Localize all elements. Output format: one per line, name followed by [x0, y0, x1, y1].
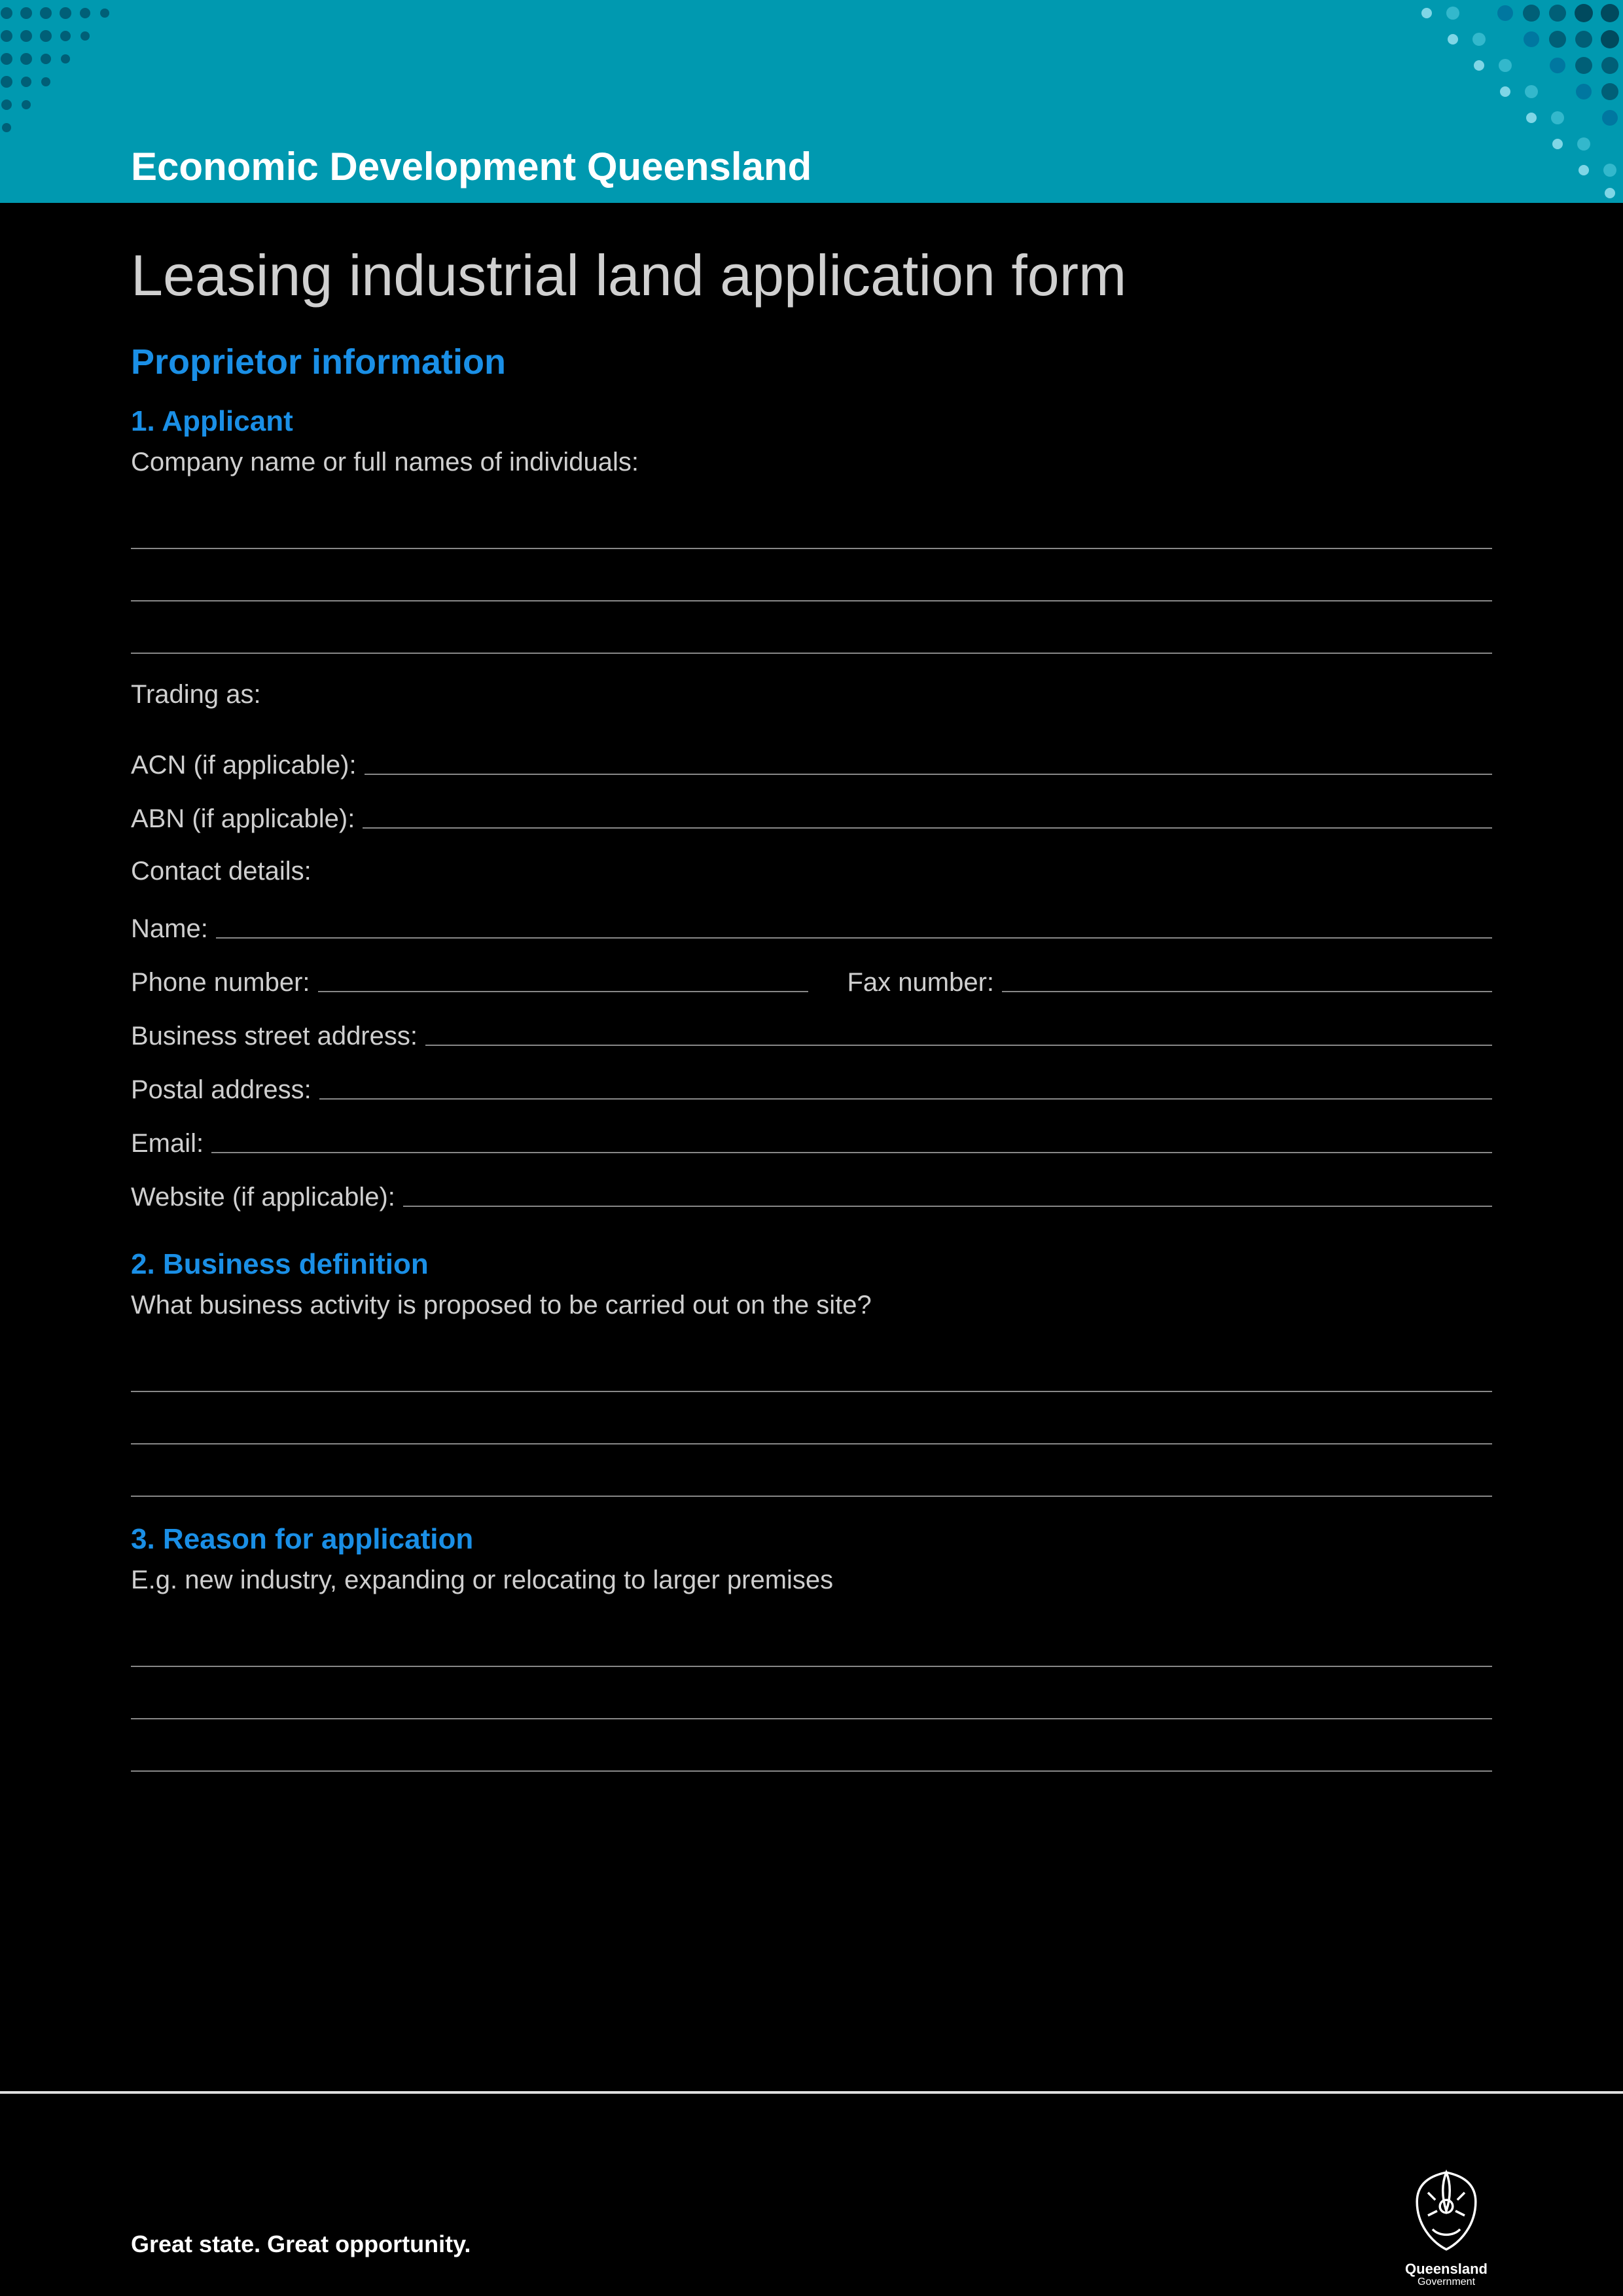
- phone-fax-field[interactable]: Phone number: Fax number:: [131, 946, 1492, 997]
- header-band: Economic Development Queensland: [0, 0, 1623, 203]
- street-label: Business street address:: [131, 1022, 425, 1051]
- corner-dots-left-icon: [0, 0, 144, 170]
- business-prompt: What business activity is proposed to be…: [131, 1291, 1492, 1320]
- reason-heading: 3. Reason for application: [131, 1523, 1492, 1556]
- department-name: Economic Development Queensland: [131, 144, 812, 189]
- section-heading: Proprietor information: [131, 342, 1492, 382]
- page-title: Leasing industrial land application form: [131, 242, 1492, 309]
- company-input-lines[interactable]: [131, 497, 1492, 654]
- company-prompt: Company name or full names of individual…: [131, 448, 1492, 477]
- footer-tagline: Great state. Great opportunity.: [131, 2231, 471, 2258]
- abn-label: ABN (if applicable):: [131, 804, 363, 834]
- reason-prompt: E.g. new industry, expanding or relocati…: [131, 1566, 1492, 1595]
- email-label: Email:: [131, 1129, 211, 1158]
- crest-line2: Government: [1387, 2276, 1505, 2288]
- phone-label: Phone number:: [131, 968, 318, 997]
- name-label: Name:: [131, 914, 216, 944]
- website-label: Website (if applicable):: [131, 1183, 403, 1212]
- footer-rule: [0, 2091, 1623, 2094]
- applicant-heading: 1. Applicant: [131, 405, 1492, 438]
- acn-field[interactable]: ACN (if applicable):: [131, 729, 1492, 780]
- postal-field[interactable]: Postal address:: [131, 1054, 1492, 1105]
- trading-as-label: Trading as:: [131, 680, 1492, 709]
- qld-crest-icon: Queensland Government: [1387, 2165, 1505, 2296]
- page-footer: Great state. Great opportunity. Queensla…: [0, 2152, 1623, 2296]
- business-input-lines[interactable]: [131, 1340, 1492, 1497]
- name-field[interactable]: Name:: [131, 893, 1492, 944]
- crest-line1: Queensland: [1387, 2261, 1505, 2276]
- abn-field[interactable]: ABN (if applicable):: [131, 783, 1492, 834]
- reason-input-lines[interactable]: [131, 1615, 1492, 1772]
- corner-dots-right-icon: [1217, 0, 1623, 203]
- business-heading: 2. Business definition: [131, 1248, 1492, 1281]
- street-field[interactable]: Business street address:: [131, 1000, 1492, 1051]
- acn-label: ACN (if applicable):: [131, 751, 365, 780]
- fax-label: Fax number:: [847, 968, 1003, 997]
- email-field[interactable]: Email:: [131, 1107, 1492, 1158]
- postal-label: Postal address:: [131, 1075, 319, 1105]
- contact-heading: Contact details:: [131, 857, 1492, 886]
- website-field[interactable]: Website (if applicable):: [131, 1161, 1492, 1212]
- page-content: Leasing industrial land application form…: [131, 203, 1492, 1798]
